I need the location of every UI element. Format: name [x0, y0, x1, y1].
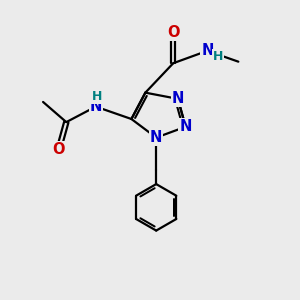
Text: N: N — [201, 43, 214, 58]
Text: O: O — [167, 25, 179, 40]
Text: N: N — [90, 99, 102, 114]
Text: N: N — [179, 119, 192, 134]
Text: O: O — [52, 142, 65, 158]
Text: N: N — [150, 130, 162, 145]
Text: H: H — [92, 90, 103, 103]
Text: H: H — [213, 50, 224, 63]
Text: N: N — [172, 92, 184, 106]
